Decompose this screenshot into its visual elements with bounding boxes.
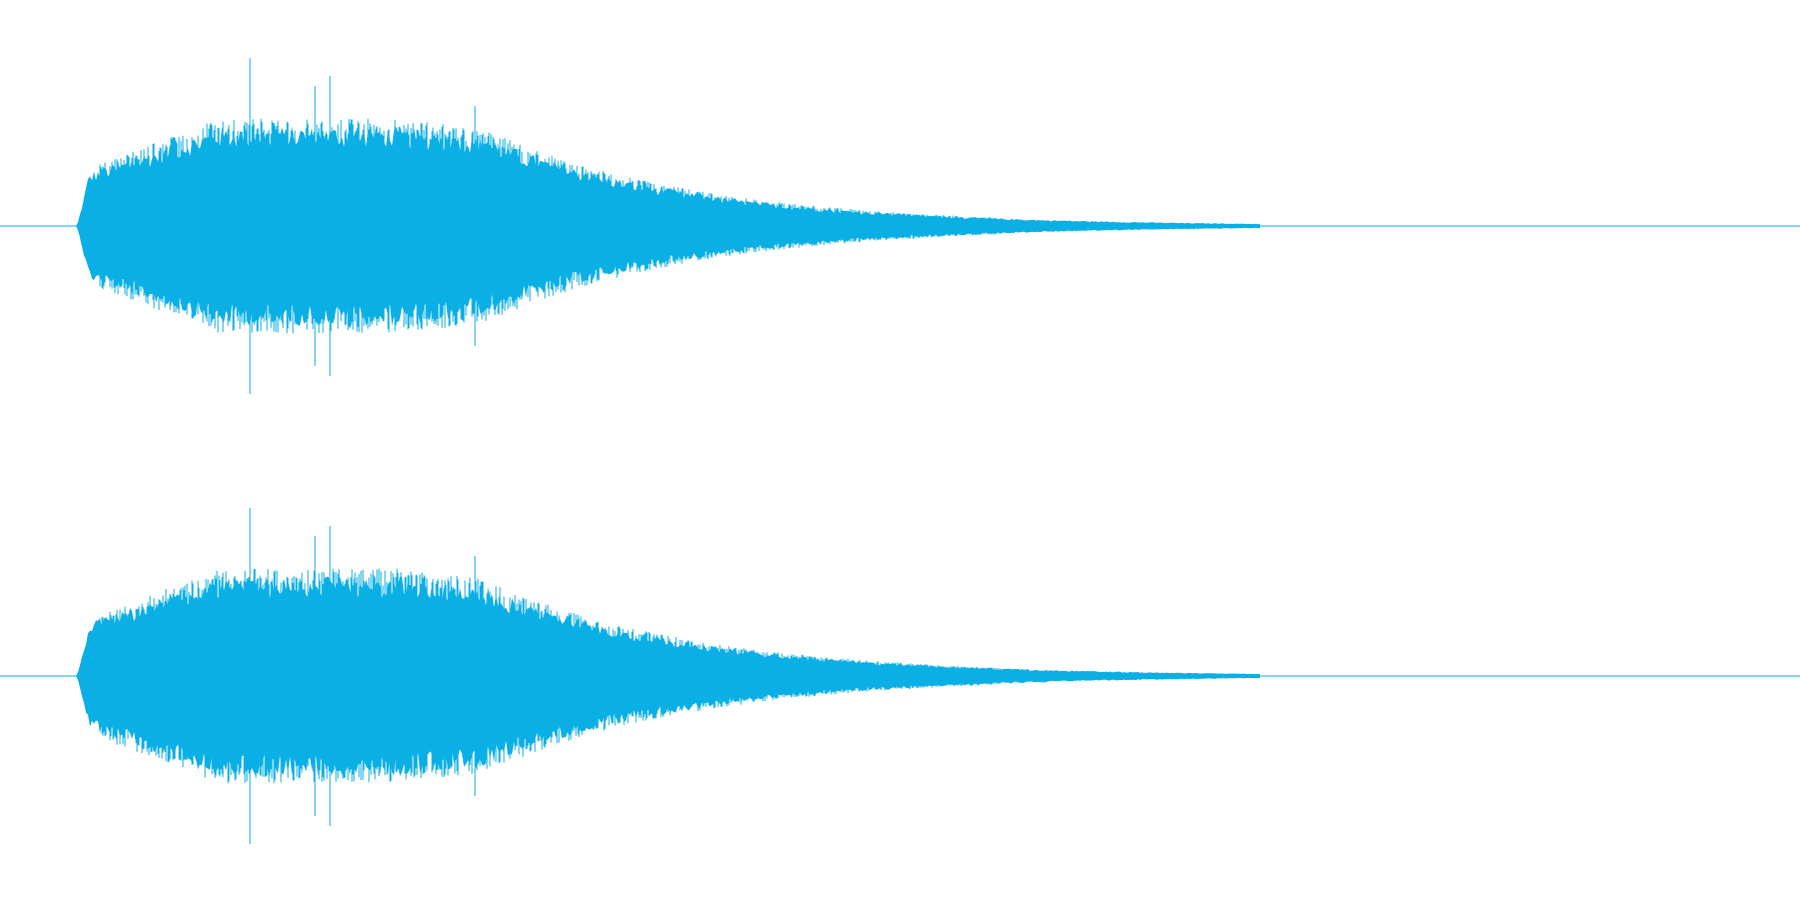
- channel-left-peaks: [99, 58, 1001, 394]
- waveform-channel-left: [0, 58, 1800, 394]
- channel-left-envelope: [76, 126, 1260, 326]
- channel-right-peaks: [99, 508, 1001, 844]
- waveform-channel-right: [0, 508, 1800, 844]
- channel-right-envelope: [76, 576, 1260, 776]
